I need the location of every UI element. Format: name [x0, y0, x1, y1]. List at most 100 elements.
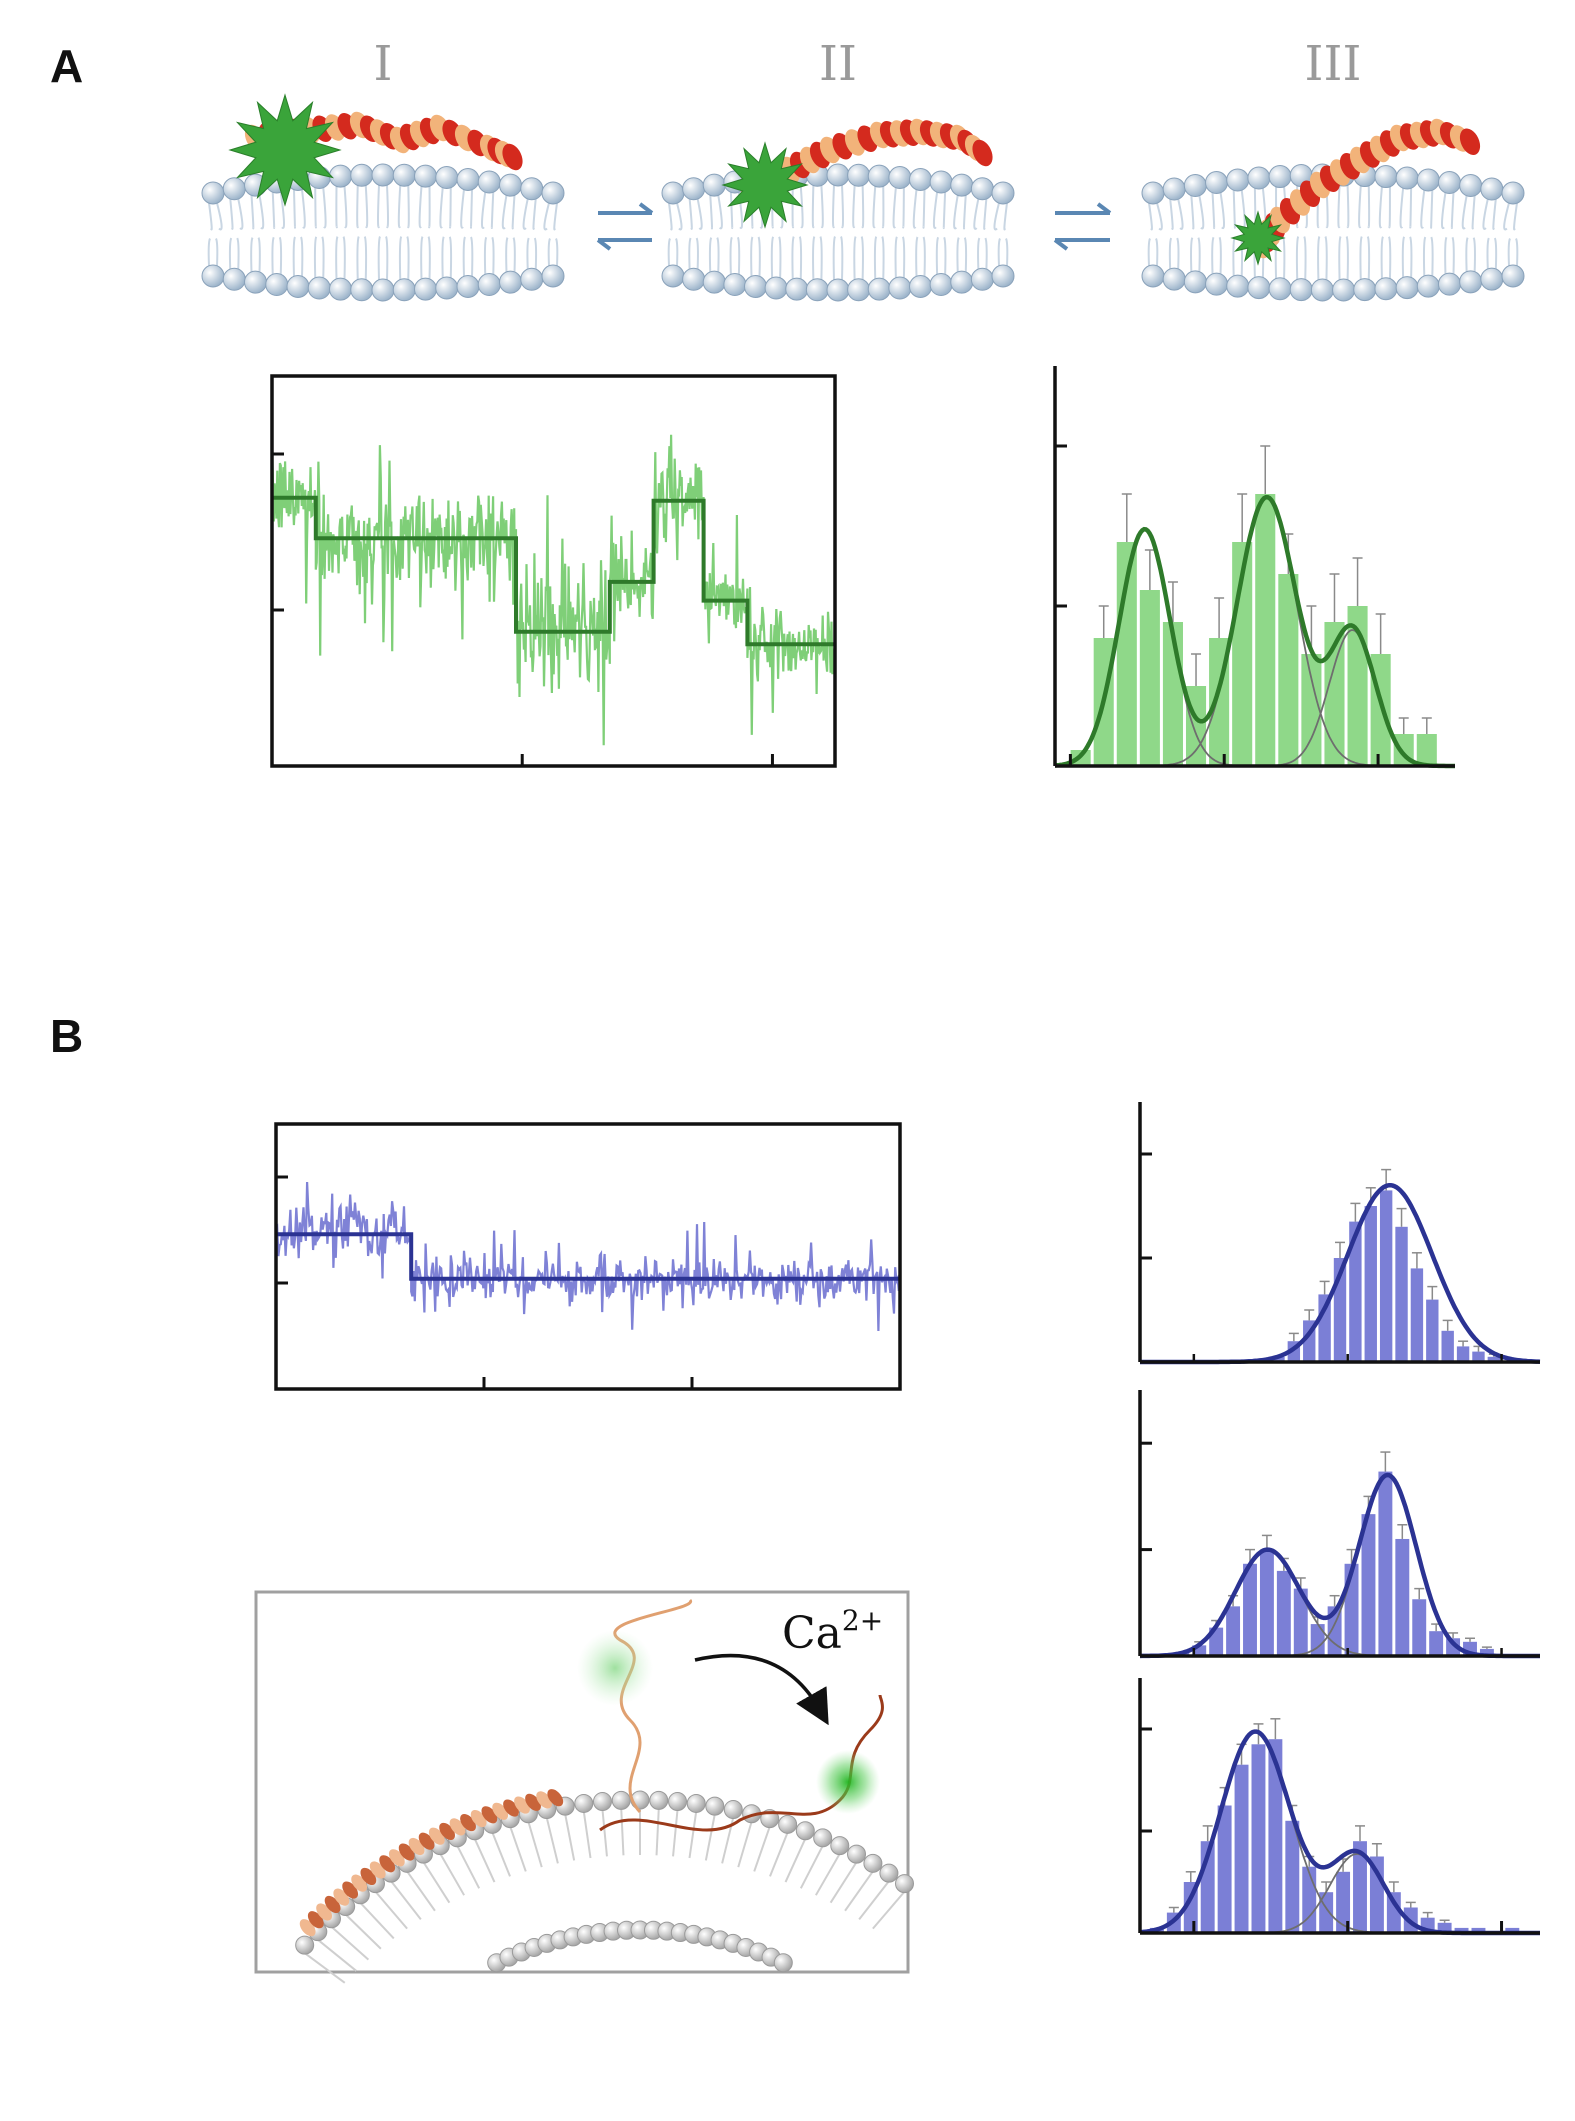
lipid-tail — [1461, 195, 1468, 230]
panel-b-letter: B — [50, 1010, 83, 1062]
lipid-tail — [993, 202, 1000, 231]
histogram-chart-a — [1053, 366, 1455, 769]
lipid-tail — [448, 187, 452, 229]
lipid-tail — [695, 237, 699, 270]
lipid-tail — [853, 236, 857, 280]
lipid-tail — [815, 1853, 841, 1896]
lipid-tail — [844, 1870, 874, 1912]
membrane-illustrations — [201, 93, 1525, 302]
lipid-tail — [729, 236, 733, 275]
lipid-tail — [522, 198, 529, 230]
lipid-tail — [250, 237, 254, 273]
lipid-tail — [406, 1870, 436, 1912]
lipid-head — [702, 270, 726, 294]
lipid-head — [805, 278, 829, 302]
lipid-tail — [811, 185, 815, 229]
histogram-bar — [1276, 1570, 1291, 1656]
gaussian-component — [1055, 496, 1455, 767]
lipid-head — [222, 177, 246, 201]
lipid-tail — [397, 185, 402, 229]
lipid-head — [1501, 181, 1525, 205]
lipid-tail — [997, 238, 1001, 267]
lipid-tail — [279, 191, 285, 230]
lipid-tail — [543, 202, 550, 231]
histogram-bar — [1395, 1538, 1410, 1656]
lipid-tail — [1493, 237, 1498, 270]
lipid-tail — [676, 202, 683, 231]
lipid-tail — [832, 184, 835, 229]
lipid-head — [541, 181, 565, 205]
lipid-tail — [729, 191, 734, 230]
lipid-head — [1268, 277, 1292, 301]
lipid-tail — [1295, 236, 1300, 280]
lipid-tail — [555, 238, 559, 267]
lipid-tail — [784, 1838, 807, 1883]
lipid-head — [1501, 264, 1525, 288]
lipid-head — [1162, 267, 1186, 291]
lipid-tail — [1492, 198, 1497, 230]
helix-turn — [1459, 128, 1481, 155]
lipid-tail — [1324, 236, 1328, 280]
lipid-head — [574, 1793, 594, 1813]
lipid-tail — [364, 185, 369, 229]
histogram-bar — [1471, 1927, 1486, 1933]
lipid-head — [682, 267, 706, 291]
lipid-tail — [237, 198, 244, 230]
histogram-bar — [1426, 1299, 1439, 1362]
lipid-tail — [668, 202, 673, 231]
lipid-head — [1395, 276, 1419, 300]
lipid-tail — [448, 236, 453, 279]
lipid-head — [970, 177, 994, 201]
lipid-tail — [304, 1952, 346, 1984]
lipid-head — [661, 181, 685, 205]
lipid-head — [1205, 272, 1229, 296]
lipid-tail — [709, 195, 714, 230]
lipid-tail — [832, 236, 836, 281]
lipid-tail — [717, 194, 723, 230]
histogram-bar — [1412, 1599, 1427, 1656]
lipid-tail — [858, 1880, 890, 1921]
histogram-chart-b-500 — [1138, 1678, 1540, 1936]
lipid-head — [950, 270, 974, 294]
lipid-tail — [1169, 198, 1174, 230]
lipid-tail — [460, 189, 465, 229]
lipid-tail — [956, 237, 960, 273]
lipid-tail — [778, 236, 782, 279]
lipid-tail — [902, 187, 905, 229]
lipid-tail — [491, 1831, 511, 1877]
lipid-tail — [553, 202, 558, 231]
lipid-head — [705, 1796, 725, 1816]
lipid-head — [830, 1836, 850, 1856]
lipid-tail — [527, 1821, 543, 1868]
lipid-tail — [526, 237, 530, 270]
lipid-tail — [377, 184, 380, 229]
lipid-tail — [208, 202, 213, 231]
lipid-tail — [1366, 236, 1371, 280]
lipid-head — [1226, 274, 1250, 298]
lipid-head — [371, 278, 395, 302]
lipid-tail — [1303, 236, 1307, 280]
lipid-tail — [812, 236, 816, 280]
lipid-tail — [881, 186, 885, 229]
histogram-bar — [1378, 1471, 1393, 1656]
lipid-head — [499, 173, 522, 197]
lipid-tail — [1430, 236, 1434, 277]
histogram-bar — [1192, 1645, 1207, 1656]
ca-illustration: Ca2+ — [254, 1590, 915, 1984]
lipid-tail — [1337, 185, 1341, 229]
histogram-bar — [1272, 1356, 1285, 1362]
ca-arrow — [694, 1653, 829, 1726]
lipid-tail — [385, 236, 389, 281]
lipid-tail — [1176, 237, 1180, 270]
lipid-tail — [872, 186, 877, 229]
lipid-tail — [407, 185, 410, 229]
lipid-head — [847, 163, 871, 187]
lipid-tail — [335, 236, 339, 280]
lipid-tail — [1471, 195, 1476, 230]
lipid-tail — [470, 236, 474, 277]
lipid-head — [863, 1853, 883, 1873]
histogram-bar — [1472, 1351, 1485, 1362]
lipid-head — [1416, 274, 1440, 298]
lipid-tail — [1005, 238, 1009, 267]
lipid-tail — [1345, 236, 1349, 280]
